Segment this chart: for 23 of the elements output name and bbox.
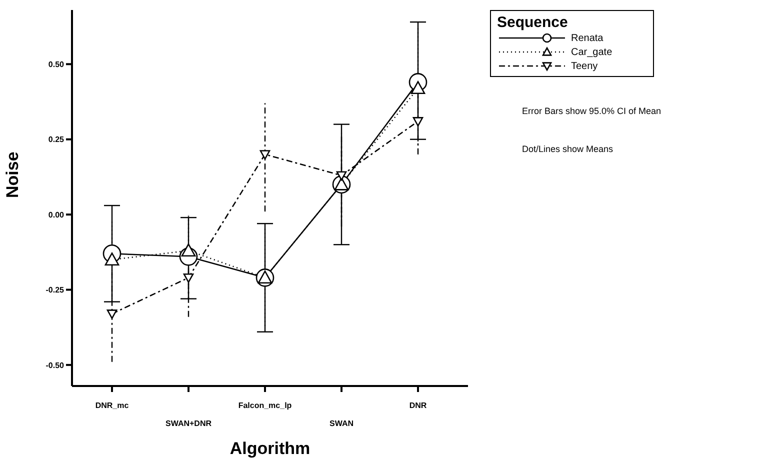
y-tick-label: 0.50 [48,60,65,69]
text: Error Bars show 95.0% CI of Mean [522,106,662,116]
x-tick-label: SWAN [330,419,354,428]
x-axis-title: Algorithm [230,439,310,458]
point [183,273,194,283]
x-tick-label: DNR [409,401,427,410]
point [106,310,118,319]
x-tick-label: DNR_mc [95,401,130,410]
point [412,117,424,126]
y-tick-label: -0.25 [46,286,65,295]
legend-label: Car_gate [571,46,612,58]
y-axis-title: Noise [3,152,22,198]
legend-label: Renata [571,32,604,44]
y-tick-label: 0.00 [48,210,65,220]
x-tick-label: SWAN+DNR [165,419,212,428]
legend-title: Sequence [497,14,569,31]
x-tick-label: Falcon_mc_lp [238,401,292,410]
y-tick-label: -0.50 [46,360,65,370]
point [260,150,270,160]
legend-label: Teeny [571,60,598,72]
point [336,171,347,181]
y-tick-label: 0.25 [48,135,65,144]
text: Dot/Lines show Means [522,144,614,154]
